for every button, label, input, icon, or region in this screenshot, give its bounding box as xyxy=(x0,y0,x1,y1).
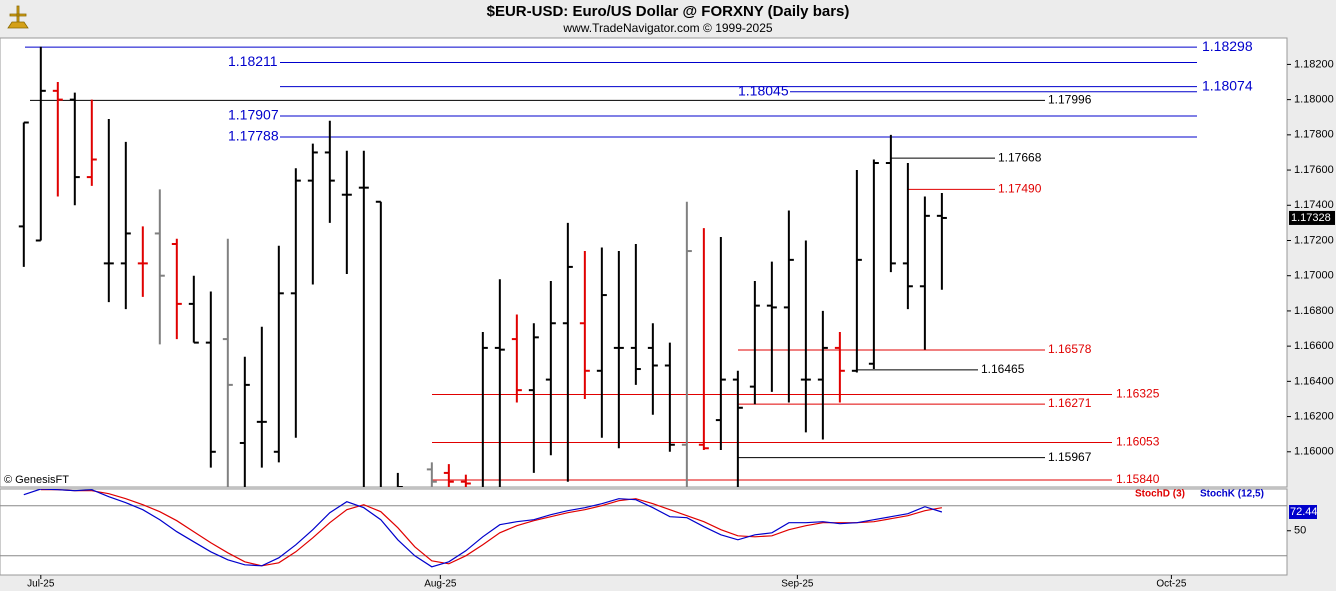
stoch-line xyxy=(40,489,943,567)
legend-label: StochK (12,5) xyxy=(1200,489,1264,500)
y-tick-label: 1.17600 xyxy=(1294,164,1334,176)
x-tick-label: Sep-25 xyxy=(781,579,814,590)
level-label: 1.17490 xyxy=(998,182,1042,196)
y-tick-label: 1.18000 xyxy=(1294,94,1334,106)
level-label: 1.17788 xyxy=(228,128,279,144)
y-tick-label: 1.17400 xyxy=(1294,199,1334,211)
last-stoch-label: 72.44 xyxy=(1290,506,1318,518)
y-tick-label: 1.17000 xyxy=(1294,270,1334,282)
logo xyxy=(7,5,29,29)
price-plot xyxy=(18,46,1197,487)
x-tick-label: Jul-25 xyxy=(27,579,55,590)
level-label: 1.18211 xyxy=(228,53,278,69)
stoch-line xyxy=(23,489,943,568)
stoch-pane xyxy=(0,488,1288,576)
level-label: 1.17996 xyxy=(1048,93,1092,107)
level-label: 1.15840 xyxy=(1116,472,1160,486)
y-tick-label: 1.16200 xyxy=(1294,410,1334,422)
level-label: 1.17907 xyxy=(228,107,279,123)
price-pane xyxy=(0,37,1288,488)
y-tick-label: 1.16400 xyxy=(1294,375,1334,387)
y-tick-label: 50 xyxy=(1294,525,1306,537)
y-tick-label: 1.16800 xyxy=(1294,305,1334,317)
level-label: 1.16325 xyxy=(1116,387,1160,401)
x-tick-label: Oct-25 xyxy=(1156,579,1186,590)
level-label: 1.16465 xyxy=(981,362,1025,376)
legend-label: StochD (3) xyxy=(1135,489,1185,500)
last-stoch-box xyxy=(1289,505,1317,520)
level-label: 1.16053 xyxy=(1116,435,1160,449)
level-label: 1.18298 xyxy=(1202,38,1253,54)
level-label: 1.15967 xyxy=(1048,450,1092,464)
level-label: 1.18045 xyxy=(738,82,789,98)
stoch-plot xyxy=(0,489,1287,568)
chart-title: $EUR-USD: Euro/US Dollar @ FORXNY (Daily… xyxy=(487,3,850,20)
y-tick-label: 1.18200 xyxy=(1294,58,1334,70)
level-label: 1.17668 xyxy=(998,150,1042,164)
y-tick-label: 1.17200 xyxy=(1294,234,1334,246)
credit: © GenesisFT xyxy=(4,474,69,486)
y-tick-label: 1.16000 xyxy=(1294,446,1334,458)
x-tick-label: Aug-25 xyxy=(424,579,457,590)
y-tick-label: 1.17800 xyxy=(1294,129,1334,141)
y-tick-label: 1.16600 xyxy=(1294,340,1334,352)
subtitle: www.TradeNavigator.com © 1999-2025 xyxy=(562,21,772,35)
last-price-box xyxy=(1289,210,1335,225)
level-label: 1.16578 xyxy=(1048,342,1092,356)
last-price-label: 1.17328 xyxy=(1291,212,1331,224)
level-label: 1.18074 xyxy=(1202,77,1253,93)
level-label: 1.16271 xyxy=(1048,396,1092,410)
